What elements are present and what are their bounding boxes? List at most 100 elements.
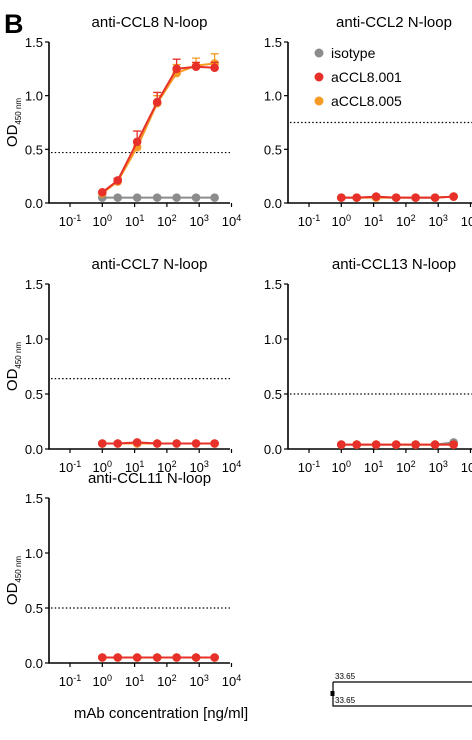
data-point [132, 137, 142, 147]
x-tick-label: 102 [157, 213, 176, 229]
legend: isotype aCCL8.001 aCCL8.005 [314, 45, 402, 109]
data-point [113, 653, 123, 662]
chart-title: anti-CCL7 N-loop [92, 256, 208, 273]
data-point [430, 193, 440, 202]
series-accl8-001 [337, 192, 458, 202]
legend-label: aCCL8.005 [331, 93, 402, 109]
scale-bar-top-label: 33.65 [335, 672, 356, 681]
x-tick-label: 103 [189, 213, 208, 229]
x-tick-label: 10-1 [298, 213, 320, 229]
series-accl8-001 [98, 438, 219, 448]
x-tick-label: 104 [461, 459, 472, 475]
y-tick-label: 1.5 [25, 277, 43, 292]
data-point [132, 438, 142, 447]
y-tick-label: 0.0 [25, 196, 43, 211]
x-tick-label: 100 [332, 459, 351, 475]
y-tick-label: 1.5 [264, 277, 282, 292]
chart-panel-5: anti-CCL11 N-loop 0.0 0.5 1.0 1.5 10-1 100 101 1… [4, 470, 241, 689]
chart-panel-3: anti-CCL7 N-loop 0.0 0.5 1.0 1.5 10-1 100 101 10… [4, 256, 241, 475]
series-line [101, 65, 215, 194]
data-point [430, 440, 440, 449]
data-point [191, 193, 201, 202]
y-tick-label: 1.0 [25, 546, 43, 561]
legend-label: isotype [331, 45, 376, 61]
data-point [113, 176, 123, 185]
data-point [172, 653, 181, 662]
x-tick-label: 101 [125, 459, 144, 475]
chart-panel-1: anti-CCL8 N-loop 0.0 0.5 1.0 1.5 10-1 100 101 10… [4, 14, 241, 229]
legend-label: aCCL8.001 [331, 69, 402, 85]
data-point [113, 193, 123, 202]
data-point [172, 64, 181, 74]
data-point [411, 193, 420, 202]
y-tick-label: 0.5 [25, 142, 43, 157]
x-tick-label: 102 [157, 459, 176, 475]
chart-panel-4: anti-CCL13 N-loop 0.0 0.5 1.0 1.5 10-1 100 101 1… [264, 256, 472, 475]
axis-lines [48, 498, 230, 664]
x-tick-label: 102 [157, 673, 176, 689]
data-point [352, 440, 362, 449]
y-tick-label: 0.5 [25, 387, 43, 402]
x-axis-title: mAb concentration [ng/ml] [74, 705, 248, 722]
data-point [449, 192, 458, 201]
axis-lines [287, 284, 472, 450]
x-tick-label: 104 [461, 213, 472, 229]
x-tick-label: 100 [93, 673, 112, 689]
x-tick-label: 103 [189, 459, 208, 475]
y-tick-label: 1.0 [264, 89, 282, 104]
x-tick-label: 101 [125, 213, 144, 229]
data-point [113, 439, 123, 448]
series-accl8-001 [98, 58, 219, 197]
data-point [352, 193, 362, 202]
y-tick-label: 0.0 [264, 442, 282, 457]
chart-panels: anti-CCL8 N-loop 0.0 0.5 1.0 1.5 10-1 100 101 10… [4, 14, 472, 689]
data-point [152, 97, 162, 107]
y-tick-label: 0.0 [264, 196, 282, 211]
x-tick-label: 10-1 [59, 459, 81, 475]
data-point [210, 63, 219, 73]
x-tick-label: 101 [364, 459, 383, 475]
scale-bar-bottom-label: 33.65 [335, 696, 356, 705]
data-point [391, 440, 401, 449]
x-tick-label: 104 [222, 673, 241, 689]
x-tick-label: 10-1 [59, 213, 81, 229]
data-point [132, 653, 142, 662]
data-point [210, 439, 219, 448]
panel-letter: B [4, 9, 24, 39]
data-point [152, 439, 162, 448]
y-axis-title: OD450 nm [4, 556, 23, 606]
data-point [172, 439, 181, 448]
y-axis-title: OD450 nm [4, 98, 23, 148]
y-tick-label: 0.5 [264, 142, 282, 157]
y-tick-label: 1.0 [25, 332, 43, 347]
data-point [191, 439, 201, 448]
legend-marker [314, 48, 324, 58]
data-point [337, 193, 346, 202]
data-point [449, 440, 458, 449]
data-point [152, 193, 162, 202]
x-tick-label: 100 [93, 213, 112, 229]
y-tick-label: 1.5 [25, 491, 43, 506]
x-tick-label: 100 [332, 213, 351, 229]
data-point [152, 653, 162, 662]
data-point [132, 193, 142, 202]
series-accl8-005 [98, 53, 219, 198]
y-tick-label: 0.5 [264, 387, 282, 402]
data-point [210, 653, 219, 662]
data-point [337, 440, 346, 449]
y-tick-label: 1.5 [264, 35, 282, 50]
data-point [98, 187, 107, 197]
chart-title: anti-CCL2 N-loop [336, 14, 452, 31]
data-point [371, 440, 381, 449]
data-point [172, 193, 181, 202]
x-tick-label: 10-1 [59, 673, 81, 689]
x-tick-label: 101 [125, 673, 144, 689]
chart-panel-2: anti-CCL2 N-loop 0.0 0.5 1.0 1.5 10-1 100 101 10… [264, 14, 472, 229]
data-point [191, 653, 201, 662]
data-point [391, 193, 401, 202]
x-tick-label: 100 [93, 459, 112, 475]
chart-title: anti-CCL13 N-loop [332, 256, 456, 273]
x-tick-label: 102 [396, 459, 415, 475]
data-point [191, 62, 201, 71]
